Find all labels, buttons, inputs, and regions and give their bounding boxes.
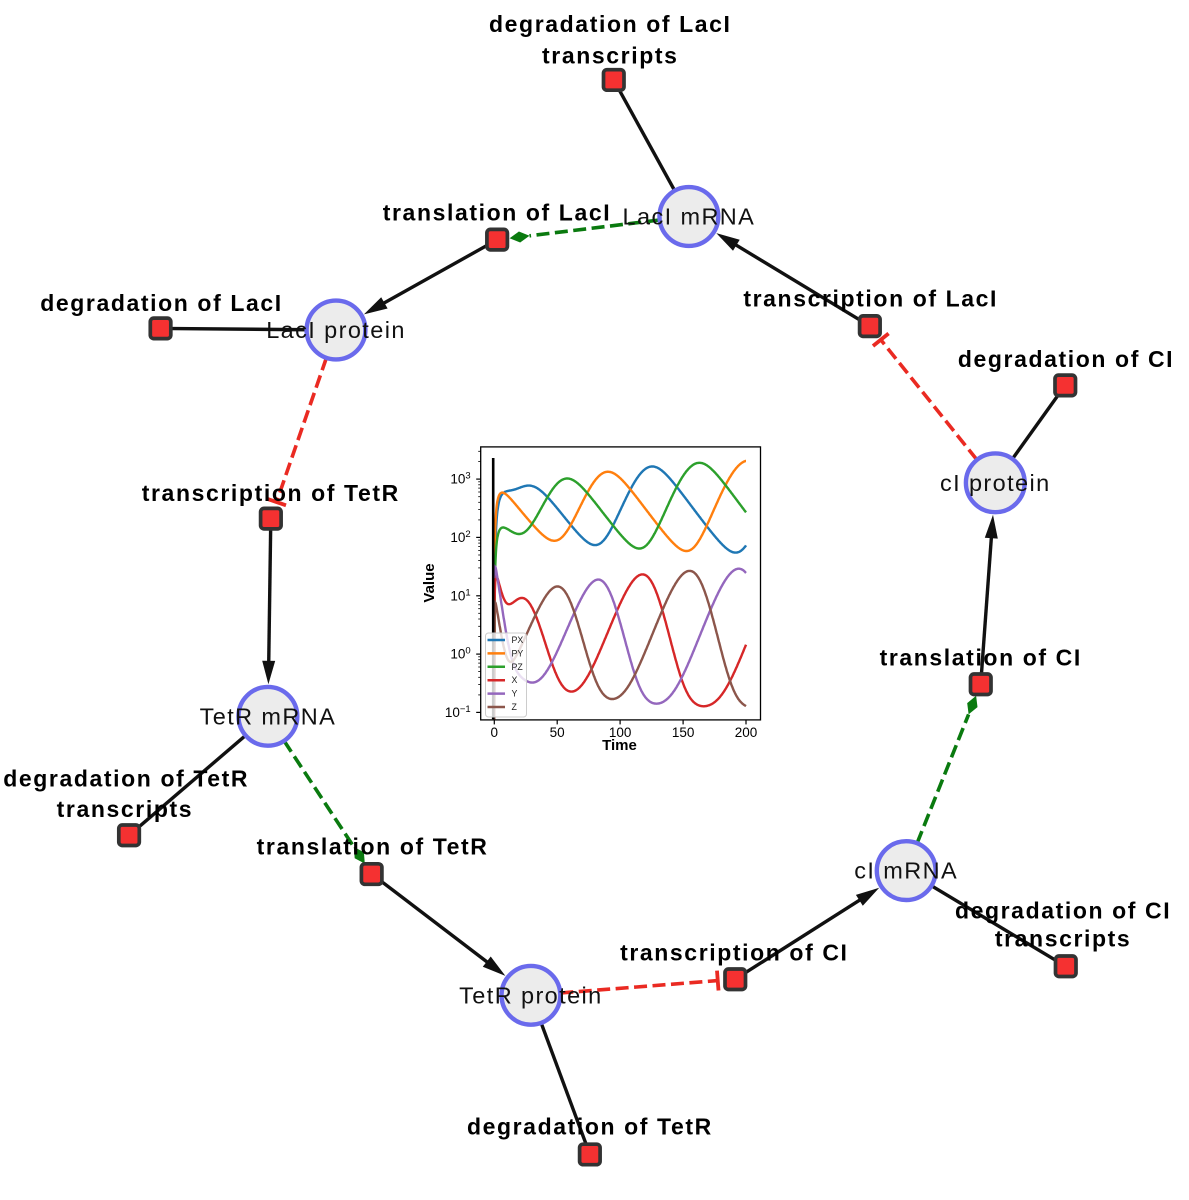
svg-text:degradation of LacI: degradation of LacI	[40, 290, 283, 316]
svg-text:transcription of CI: transcription of CI	[620, 940, 848, 966]
svg-text:degradation of CI: degradation of CI	[955, 898, 1171, 924]
svg-text:0: 0	[491, 725, 499, 740]
svg-text:translation of TetR: translation of TetR	[257, 834, 489, 860]
svg-text:LacI protein: LacI protein	[266, 317, 406, 343]
svg-text:50: 50	[550, 725, 565, 740]
svg-text:transcripts: transcripts	[57, 796, 193, 822]
svg-text:PX: PX	[512, 635, 524, 645]
svg-text:PY: PY	[512, 648, 524, 658]
svg-text:Value: Value	[421, 563, 438, 602]
svg-text:degradation of TetR: degradation of TetR	[467, 1114, 713, 1140]
svg-text:PZ: PZ	[512, 662, 524, 672]
svg-text:100: 100	[609, 725, 632, 740]
svg-text:transcription of LacI: transcription of LacI	[743, 286, 998, 312]
svg-text:150: 150	[672, 725, 695, 740]
svg-text:LacI mRNA: LacI mRNA	[623, 204, 756, 230]
svg-text:transcripts: transcripts	[995, 926, 1131, 952]
svg-text:degradation of CI: degradation of CI	[958, 346, 1174, 372]
svg-text:translation of LacI: translation of LacI	[383, 200, 611, 226]
svg-text:transcripts: transcripts	[542, 43, 678, 69]
svg-text:TetR protein: TetR protein	[459, 982, 603, 1008]
svg-text:cI protein: cI protein	[940, 470, 1051, 496]
svg-text:Time: Time	[602, 737, 637, 754]
svg-text:Z: Z	[512, 702, 518, 712]
svg-text:X: X	[512, 675, 518, 685]
svg-text:translation of CI: translation of CI	[880, 644, 1082, 670]
svg-text:degradation of LacI: degradation of LacI	[489, 11, 732, 37]
svg-text:degradation of TetR: degradation of TetR	[3, 766, 249, 792]
svg-text:Y: Y	[512, 689, 518, 699]
svg-text:TetR mRNA: TetR mRNA	[200, 703, 337, 729]
svg-text:200: 200	[735, 725, 758, 740]
svg-text:transcription of TetR: transcription of TetR	[142, 480, 400, 506]
svg-text:cI mRNA: cI mRNA	[854, 858, 958, 884]
